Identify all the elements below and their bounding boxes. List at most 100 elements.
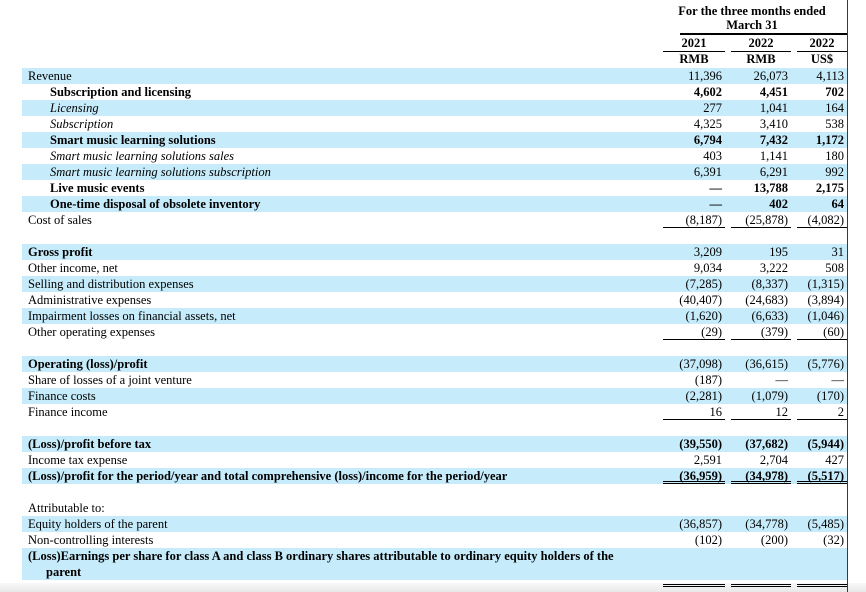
table-header: For the three months ended March 31 2021… [657,0,847,68]
currency-header-rmb-2021: RMB [679,52,709,66]
year-header-row: 2021 2022 2022 [657,35,847,52]
cell-value: (36,959) [663,468,725,484]
cell-value: 402 [769,197,788,211]
cell-value: 427 [825,453,844,467]
cell-value: 1,172 [815,133,844,147]
spacer-row [22,228,847,244]
cell-value: (1,046) [807,309,844,323]
cell-value: 6,794 [693,133,722,147]
row-label: Other income, net [28,261,118,275]
spacer-row [22,484,847,500]
cell-value: 11,396 [688,69,722,83]
cell-value: 702 [825,85,844,99]
cell-value: (5,517) [797,468,847,484]
cell-value: — [709,181,723,195]
cell-value: (2,281) [685,389,722,403]
cell-value: (40,407) [679,293,722,307]
currency-header-usd-2022: US$ [810,52,834,66]
cell-value: (200) [760,533,788,547]
row-label: Administrative expenses [28,293,152,307]
table-rows: Revenue 11,396 26,073 4,113 Subscription and… [0,68,866,587]
table-row: Cost of sales (8,187) (25,878) (4,082) [22,212,847,228]
row-label: (Loss)/profit before tax [28,437,152,451]
cell-value: (32) [823,533,844,547]
row-label: Impairment losses on financial assets, n… [28,309,236,323]
row-label: Smart music learning solutions [50,133,216,147]
cell-value: (37,682) [745,437,788,451]
row-label: Attributable to: [28,501,105,515]
row-label: Subscription and licensing [50,85,192,99]
cell-value: (29) [663,324,725,340]
cell-value: (36,615) [745,357,788,371]
row-label: Share of losses of a joint venture [28,373,192,387]
page-bottom-edge [0,583,866,592]
cell-value: (37,098) [679,357,722,371]
cell-value: (8,187) [663,212,725,228]
cell-value: 403 [703,149,722,163]
table-row: Smart music learning solutions 6,794 7,432… [22,132,847,148]
cell-value: (4,082) [797,212,847,228]
table-row: Licensing 277 1,041 164 [22,100,847,116]
period-header-line1: For the three months ended [678,4,826,18]
row-label: Finance income [28,405,108,419]
cell-value: 992 [825,165,844,179]
table-row: One-time disposal of obsolete inventory —… [22,196,847,212]
cell-value: 1,141 [759,149,788,163]
cell-value: 3,410 [759,117,788,131]
table-row: Finance income 16 12 2 [22,404,847,420]
cell-value: 538 [825,117,844,131]
cell-value: (8,337) [751,277,788,291]
cell-value: (187) [694,373,722,387]
cell-value: (25,878) [731,212,791,228]
table-row: Attributable to: [22,500,847,516]
spacer-row [22,340,847,356]
cell-value: 12 [731,404,791,420]
header-rule [680,33,847,35]
table-row: Smart music learning solutions subscript… [22,164,847,180]
cell-value: 16 [663,404,725,420]
cell-value: (60) [797,324,847,340]
row-label: Finance costs [28,389,96,403]
table-row: Non-controlling interests (102) (200) (32) [22,532,847,548]
year-header-2021: 2021 [663,36,725,52]
table-row: Revenue 11,396 26,073 4,113 [22,68,847,84]
cell-value [797,548,847,580]
table-row: Administrative expenses (40,407) (24,683) (… [22,292,847,308]
cell-value: 2,175 [815,181,844,195]
cell-value: (170) [816,389,844,403]
row-label: One-time disposal of obsolete inventory [50,197,261,211]
cell-value: (1,315) [807,277,844,291]
row-label: Selling and distribution expenses [28,277,194,291]
cell-value [797,580,847,587]
row-label: Smart music learning solutions sales [50,149,235,163]
table-row: Income tax expense 2,591 2,704 427 [22,452,847,468]
page-border [847,0,848,592]
cell-value: 31 [831,245,845,259]
cell-value [731,500,791,516]
row-label: Smart music learning solutions subscript… [50,165,271,179]
cell-value: 195 [769,245,788,259]
cell-value [731,580,791,587]
table-row: Selling and distribution expenses (7,285)… [22,276,847,292]
cell-value: — [775,373,789,387]
cell-value: 4,602 [693,85,722,99]
row-label: Cost of sales [28,213,92,227]
row-label: Licensing [50,101,99,115]
cell-value: (34,978) [731,468,791,484]
cell-value: 277 [703,101,722,115]
cell-value: — [831,373,845,387]
currency-header-rmb-2022: RMB [746,52,776,66]
cell-value [663,500,725,516]
table-row: (Loss)/profit before tax (39,550) (37,682)… [22,436,847,452]
cell-value: 2,591 [693,453,722,467]
cell-value: 9,034 [693,261,722,275]
year-header-2022-rmb: 2022 [731,36,791,52]
row-label: Income tax expense [28,453,128,467]
row-label: Non-controlling interests [28,533,154,547]
cell-value: 6,391 [693,165,722,179]
cell-value: (24,683) [745,293,788,307]
cell-value: 26,073 [753,69,788,83]
cell-value [663,580,725,587]
cell-value: 4,451 [759,85,788,99]
cell-value: 4,113 [816,69,844,83]
